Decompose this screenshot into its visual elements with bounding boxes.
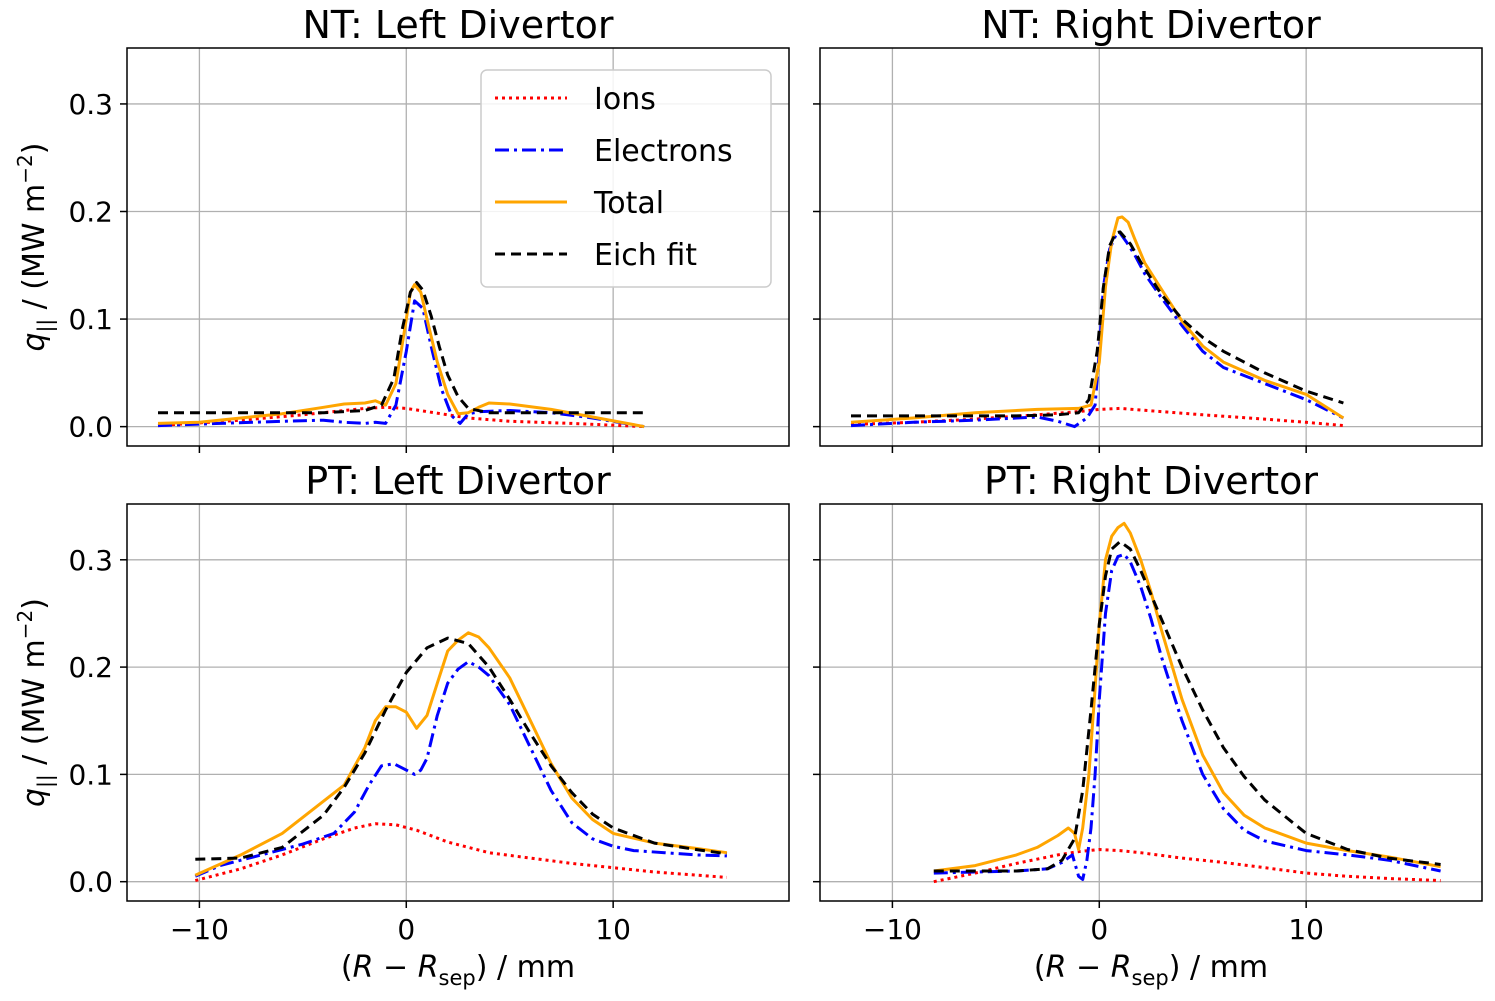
x-tick-label: 10: [595, 913, 631, 946]
legend-label-eich-fit: Eich fit: [594, 238, 697, 273]
grid-lines: [820, 48, 1482, 446]
series-group: [194, 631, 728, 883]
panel-title: PT: Left Divertor: [305, 459, 611, 503]
axes-frame: [126, 47, 790, 447]
y-tick-label: 0.1: [68, 758, 113, 791]
series-line-ions: [933, 848, 1441, 884]
series-line-electrons: [850, 231, 1345, 429]
series-line-ions: [194, 822, 728, 883]
legend-entry-eich-fit: Eich fit: [495, 238, 697, 273]
y-tick-label: 0.2: [68, 196, 113, 229]
panel-title: NT: Left Divertor: [303, 3, 614, 47]
axes-frame: [819, 503, 1483, 902]
legend-entry-electrons: Electrons: [495, 134, 733, 169]
x-tick-label: 0: [397, 913, 415, 946]
y-axis-label-text: q|| / (MW m−2): [13, 598, 57, 807]
series-line-total: [850, 215, 1345, 424]
legend-label-electrons: Electrons: [594, 134, 733, 169]
series-line-electrons: [194, 660, 727, 878]
y-tick-label: 0.2: [68, 651, 113, 684]
series-line-eich-fit: [195, 636, 728, 861]
series-group: [850, 215, 1345, 429]
series-line-eich-fit: [933, 540, 1441, 873]
legend-entry-total: Total: [495, 186, 664, 221]
x-tick-label: 10: [1288, 913, 1324, 946]
series-line-total: [933, 521, 1441, 873]
y-tick-label: 0.0: [68, 866, 113, 899]
x-axis-label-text: (R − Rsep) / mm: [1034, 950, 1268, 990]
series-line-electrons: [157, 299, 645, 429]
legend-label-ions: Ions: [594, 82, 656, 117]
series-line-electrons: [933, 552, 1441, 881]
x-tick-label: 0: [1090, 913, 1108, 946]
panel-title: NT: Right Divertor: [981, 3, 1321, 47]
x-axis-label: (R − Rsep) / mm: [1034, 950, 1268, 990]
axes-frame: [126, 503, 790, 902]
y-tick-label: 0.3: [68, 88, 113, 121]
axis-ticks: −10 0 10 0.0 0.1 0.2 0.3: [68, 544, 631, 946]
y-axis-label: q|| / (MW m−2): [13, 598, 57, 807]
series-line-eich-fit: [158, 281, 645, 415]
y-axis-label-text: q|| / (MW m−2): [13, 143, 57, 352]
series-line-total: [194, 631, 728, 877]
axes-frame: [819, 47, 1483, 447]
x-tick-label: −10: [863, 913, 922, 946]
x-tick-label: −10: [170, 913, 229, 946]
series-line-eich-fit: [851, 230, 1344, 418]
legend-entry-ions: Ions: [495, 82, 656, 117]
series-group: [933, 521, 1441, 884]
axis-ticks: [813, 103, 1307, 453]
legend: Ions Electrons Total Eich fit: [480, 69, 772, 288]
axis-ticks: −10 0 10: [813, 559, 1324, 946]
y-tick-label: 0.1: [68, 303, 113, 336]
x-axis-label-text: (R − Rsep) / mm: [341, 950, 575, 990]
series-line-total: [157, 283, 645, 429]
series-group: [157, 281, 645, 429]
y-axis-label: q|| / (MW m−2): [13, 143, 57, 352]
panel-pt-left-divertor: −10 0 10 0.0 0.1 0.2 0.3 PT: Left Divertor q||…: [13, 459, 790, 990]
grid-lines: [127, 504, 789, 901]
y-tick-label: 0.0: [68, 411, 113, 444]
x-axis-label: (R − Rsep) / mm: [341, 950, 575, 990]
panel-nt-right-divertor: NT: Right Divertor: [813, 3, 1483, 453]
y-tick-label: 0.3: [68, 544, 113, 577]
legend-label-total: Total: [593, 186, 664, 221]
panel-title: PT: Right Divertor: [984, 459, 1318, 503]
legend-box: [480, 69, 772, 288]
grid-lines: [820, 504, 1482, 901]
panel-pt-right-divertor: −10 0 10 PT: Right Divertor (R − Rsep) / m…: [813, 459, 1483, 990]
axis-ticks: 0.0 0.1 0.2 0.3: [68, 88, 614, 453]
